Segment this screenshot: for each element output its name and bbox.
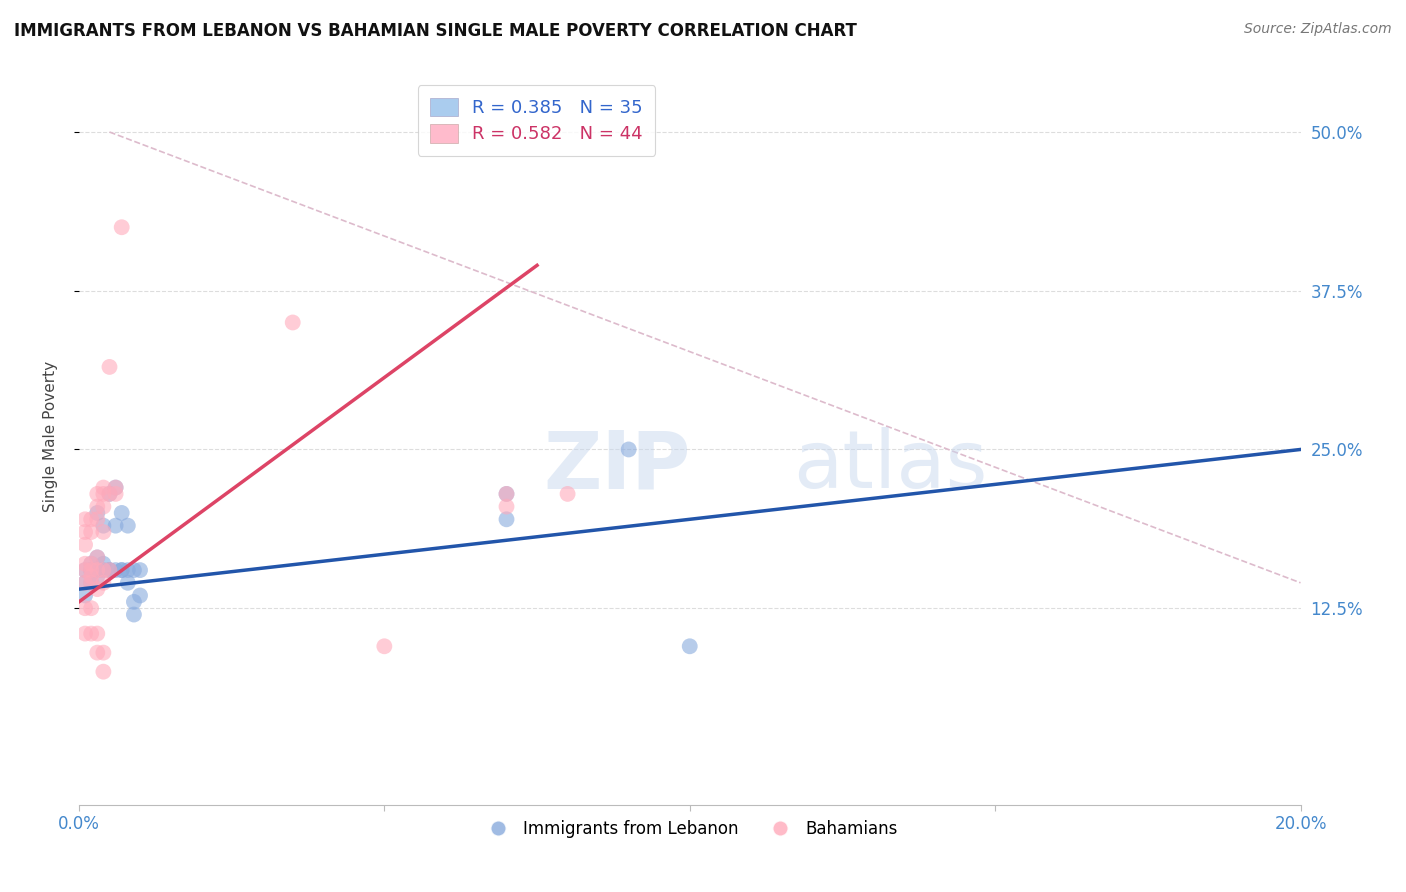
Point <box>117 575 139 590</box>
Point <box>73 601 96 615</box>
Point <box>86 563 108 577</box>
Point <box>80 563 103 577</box>
Point <box>104 563 127 577</box>
Point <box>73 589 96 603</box>
Point <box>111 506 134 520</box>
Point <box>93 487 115 501</box>
Point <box>80 524 103 539</box>
Point <box>495 512 517 526</box>
Point <box>86 626 108 640</box>
Point <box>73 563 96 577</box>
Point <box>80 557 103 571</box>
Point <box>73 557 96 571</box>
Point <box>80 575 103 590</box>
Point <box>86 582 108 596</box>
Point <box>86 569 108 583</box>
Point <box>86 646 108 660</box>
Point <box>93 524 115 539</box>
Point <box>80 563 103 577</box>
Point <box>495 500 517 514</box>
Legend: Immigrants from Lebanon, Bahamians: Immigrants from Lebanon, Bahamians <box>475 814 904 845</box>
Point <box>86 512 108 526</box>
Point <box>93 563 115 577</box>
Point <box>93 518 115 533</box>
Point <box>73 575 96 590</box>
Point <box>73 575 96 590</box>
Text: atlas: atlas <box>793 427 988 505</box>
Point <box>73 524 96 539</box>
Point <box>495 487 517 501</box>
Point <box>86 550 108 565</box>
Point <box>73 626 96 640</box>
Point <box>98 563 121 577</box>
Point <box>117 563 139 577</box>
Text: Source: ZipAtlas.com: Source: ZipAtlas.com <box>1244 22 1392 37</box>
Point <box>80 512 103 526</box>
Point <box>111 563 134 577</box>
Point <box>111 220 134 235</box>
Point <box>73 538 96 552</box>
Point <box>495 487 517 501</box>
Point <box>86 506 108 520</box>
Point <box>98 487 121 501</box>
Point <box>104 481 127 495</box>
Point <box>122 563 145 577</box>
Point <box>111 563 134 577</box>
Text: IMMIGRANTS FROM LEBANON VS BAHAMIAN SINGLE MALE POVERTY CORRELATION CHART: IMMIGRANTS FROM LEBANON VS BAHAMIAN SING… <box>14 22 856 40</box>
Point <box>129 589 152 603</box>
Point <box>80 626 103 640</box>
Point <box>86 487 108 501</box>
Point <box>122 607 145 622</box>
Point <box>93 481 115 495</box>
Point <box>93 563 115 577</box>
Point <box>86 563 108 577</box>
Point <box>86 550 108 565</box>
Point <box>80 601 103 615</box>
Point <box>73 512 96 526</box>
Point <box>557 487 579 501</box>
Point <box>80 575 103 590</box>
Point <box>617 442 640 457</box>
Point <box>104 481 127 495</box>
Point <box>80 569 103 583</box>
Point <box>93 646 115 660</box>
Point <box>98 359 121 374</box>
Point <box>373 640 395 654</box>
Point <box>80 557 103 571</box>
Point <box>93 575 115 590</box>
Point <box>80 563 103 577</box>
Point <box>104 487 127 501</box>
Point <box>104 518 127 533</box>
Point <box>98 563 121 577</box>
Point <box>93 557 115 571</box>
Point <box>281 316 304 330</box>
Point <box>86 500 108 514</box>
Point <box>129 563 152 577</box>
Point <box>93 500 115 514</box>
Y-axis label: Single Male Poverty: Single Male Poverty <box>44 361 58 512</box>
Point <box>117 518 139 533</box>
Point <box>679 640 702 654</box>
Point <box>434 125 457 139</box>
Text: ZIP: ZIP <box>543 427 690 505</box>
Point <box>98 487 121 501</box>
Point <box>122 595 145 609</box>
Point <box>73 563 96 577</box>
Point <box>98 563 121 577</box>
Point <box>93 665 115 679</box>
